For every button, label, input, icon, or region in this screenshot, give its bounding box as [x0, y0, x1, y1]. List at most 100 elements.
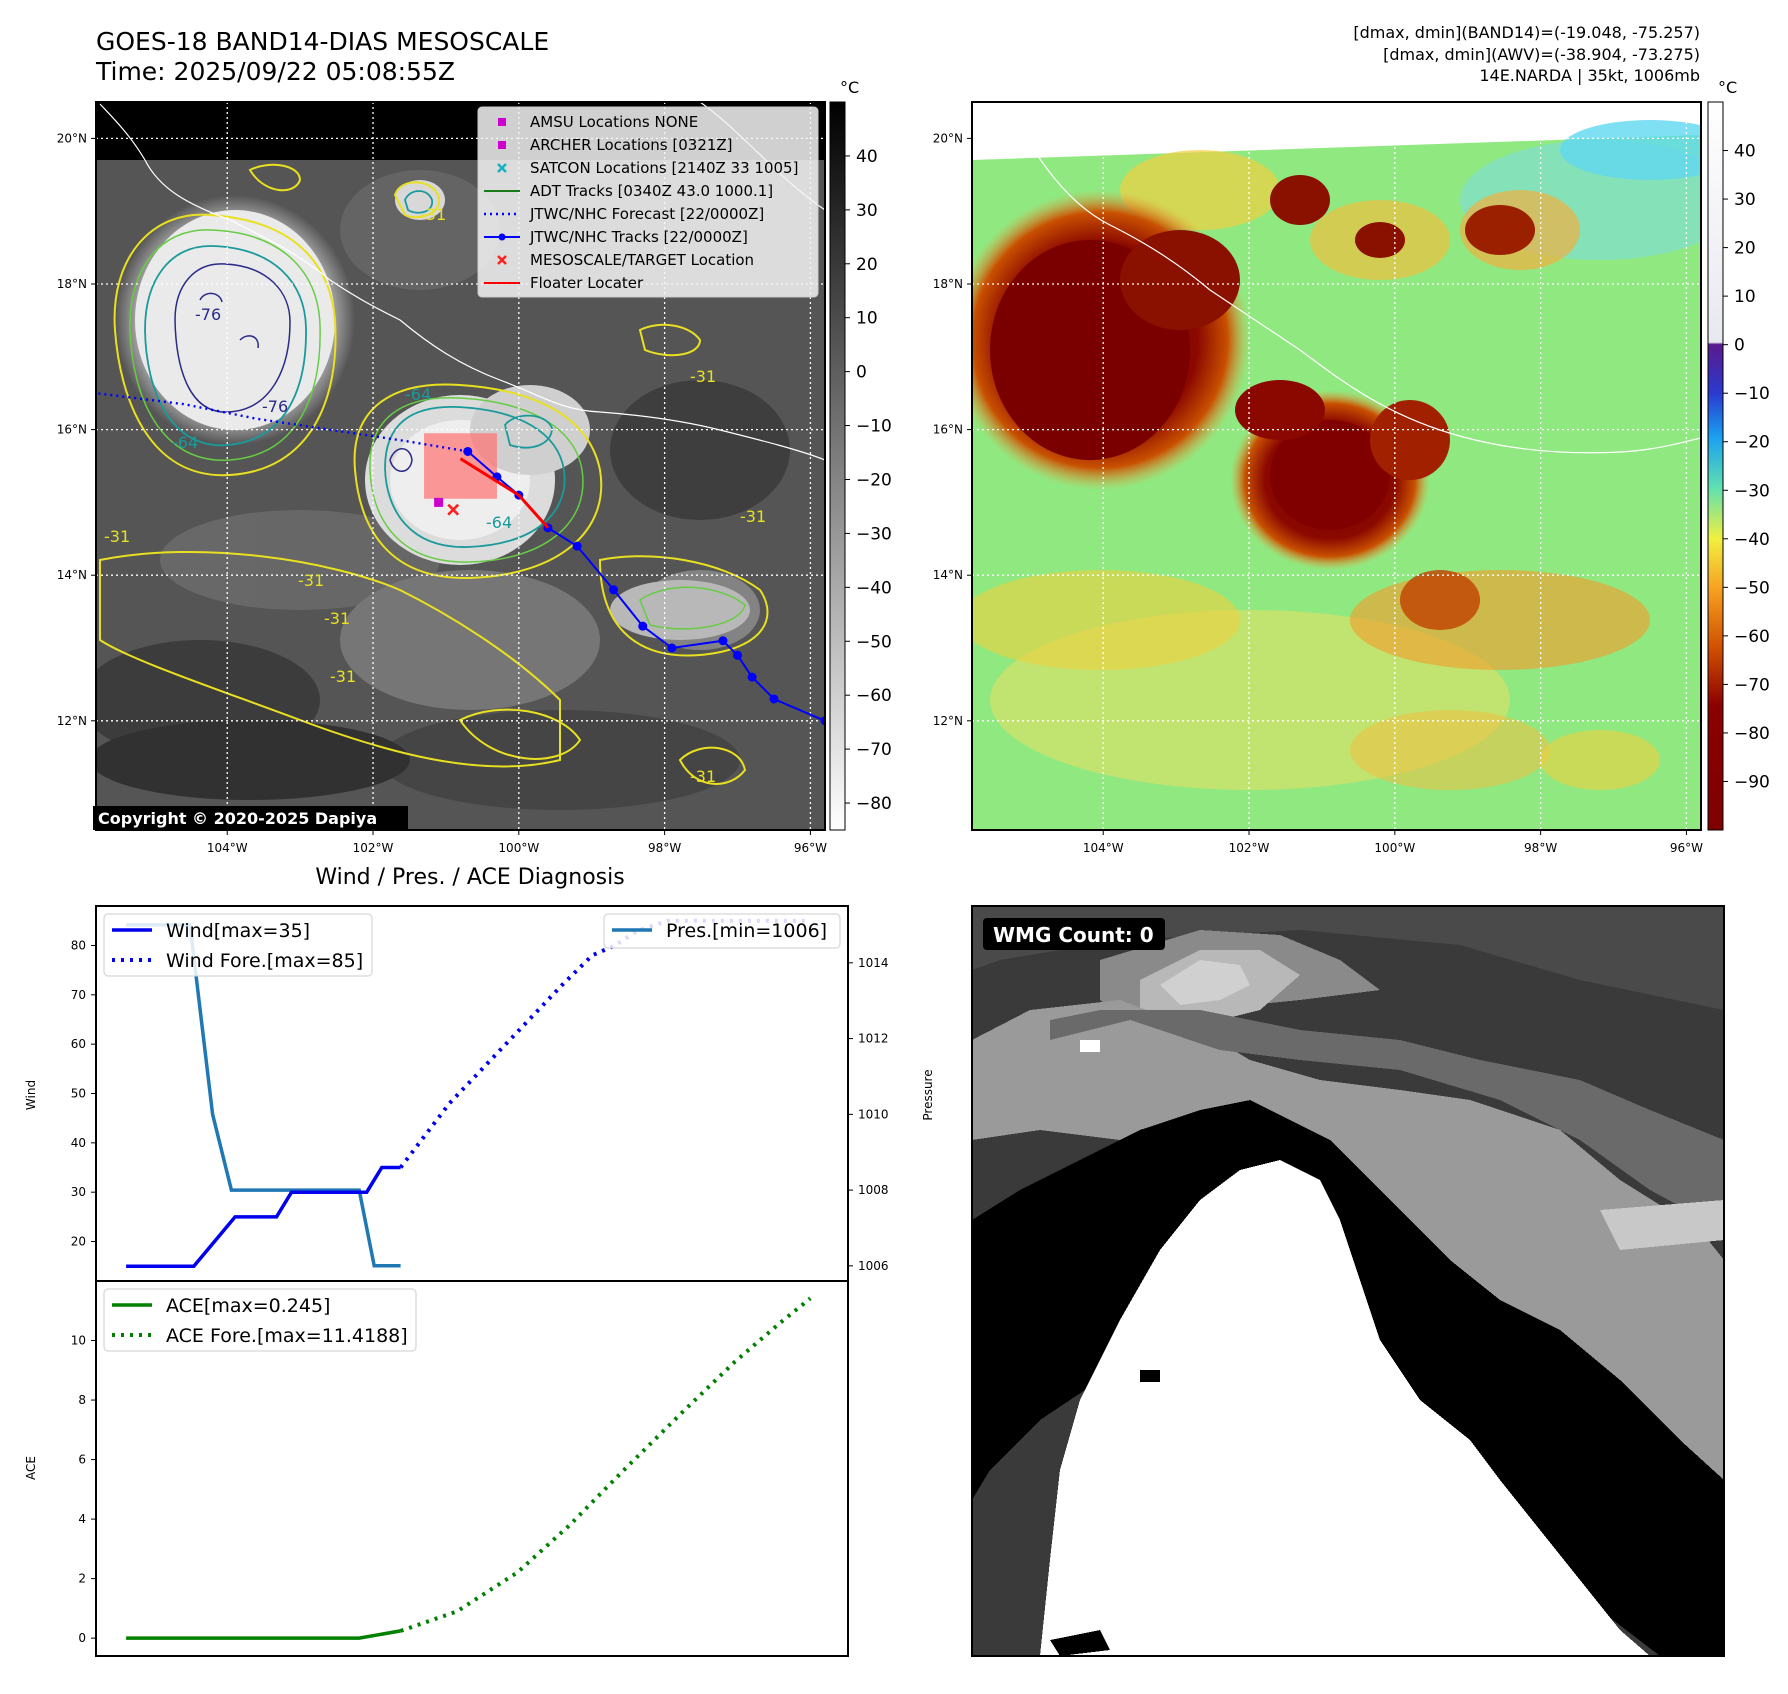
colorbar-tick-label: −10 — [1734, 384, 1770, 404]
colorbar-tick-label: 30 — [1734, 190, 1756, 210]
ir-contour-31 — [99, 163, 769, 785]
ir-colorbar-ticks: 40 30 20 10 0 −10 −20 −30 −40 −50 −60 −70 −80 — [845, 147, 892, 814]
colorbar-tick-label: −20 — [856, 470, 892, 490]
legend-marker — [497, 163, 507, 173]
awv-coastline — [1009, 103, 1701, 454]
wmg-panel: WMG Count: 0 — [971, 905, 1725, 1657]
awv-deep-convection — [972, 175, 1535, 630]
awv-colorbar-unit: °C — [1718, 78, 1737, 97]
colorbar-tick-label: 10 — [856, 309, 878, 329]
ace-forecast-line — [399, 1296, 812, 1633]
contour-label: -31 — [324, 609, 350, 628]
lon-tick-label: 104°W — [207, 841, 248, 855]
contour-label: -31 — [690, 767, 716, 786]
figure-title: GOES-18 BAND14-DIAS MESOSCALE — [96, 27, 549, 56]
colorbar-tick-label: −60 — [1734, 627, 1770, 647]
lat-tick-label: 14°N — [933, 568, 963, 582]
legend-label: Floater Locater — [530, 274, 644, 292]
wind-tick-label: 30 — [71, 1185, 86, 1199]
ir-contour-76 — [174, 263, 413, 472]
ace-axis-label: ACE — [24, 1456, 38, 1480]
lat-tick-label: 18°N — [933, 277, 963, 291]
pressure-axis-ticks: 1006 1008 1010 1012 1014 — [848, 956, 889, 1273]
legend-label: JTWC/NHC Tracks [22/0000Z] — [529, 228, 748, 246]
awv-map-panel: 20°N 18°N 16°N 14°N 12°N 104°W 102°W 100°W 98°W… — [933, 101, 1703, 855]
ir-lat-ticks: 20°N 18°N 16°N 14°N 12°N — [57, 131, 96, 728]
colorbar-tick-label: −70 — [856, 740, 892, 760]
diagnosis-title: Wind / Pres. / ACE Diagnosis — [315, 865, 624, 890]
colorbar-tick-label: 20 — [1734, 239, 1756, 259]
pressure-tick-label: 1008 — [858, 1183, 889, 1197]
ace-panel: 0 2 4 6 8 10 ACE ACE[max=0.245] ACE Fore.[max… — [24, 1280, 849, 1657]
legend-ace-fore: ACE Fore.[max=11.4188] — [166, 1325, 408, 1347]
ace-tick-label: 2 — [78, 1572, 86, 1586]
track-point — [820, 716, 825, 726]
contour-label: -31 — [298, 571, 324, 590]
pressure-axis-label: Pressure — [921, 1069, 935, 1120]
ir-colorbar: °C 40 30 20 10 0 −10 −20 −30 −40 −50 −60 −70 −80 — [829, 78, 892, 831]
awv-nodata-top — [972, 102, 1701, 160]
colorbar-tick-label: 20 — [856, 255, 878, 275]
colorbar-tick-label: −80 — [856, 794, 892, 814]
ace-series-line — [126, 1629, 401, 1640]
legend-ace: ACE[max=0.245] — [166, 1295, 330, 1317]
colorbar-tick-label: −10 — [856, 417, 892, 437]
colorbar-tick-label: 0 — [1734, 336, 1745, 356]
legend-label: MESOSCALE/TARGET Location — [530, 251, 754, 269]
legend-label: ARCHER Locations [0321Z] — [530, 136, 733, 154]
awv-lon-ticks: 104°W 102°W 100°W 98°W 96°W — [1083, 830, 1703, 855]
track-point — [733, 650, 743, 660]
copyright-badge: Copyright © 2020-2025 Dapiya — [93, 806, 408, 830]
awv-colorbar: °C 40 30 20 10 0 −10 −20 −30 −40 −50 −60 −70 −80 −90 — [1707, 78, 1770, 831]
legend-label: JTWC/NHC Forecast [22/0000Z] — [529, 205, 764, 223]
contour-label: -31 — [740, 507, 766, 526]
colorbar-tick-label: −30 — [1734, 481, 1770, 501]
contour-label: -31 — [104, 527, 130, 546]
track-point — [609, 585, 619, 595]
contour-label: -31 — [330, 667, 356, 686]
ir-colorbar-unit: °C — [840, 78, 859, 97]
ace-axis-ticks: 0 2 4 6 8 10 — [71, 1334, 96, 1645]
awv-gridlines — [972, 102, 1701, 830]
ir-map-panel: -31 -31 -31 -31 -31 -31 -31 -31 -64 -64 … — [57, 101, 827, 855]
contour-label: -64 — [172, 433, 198, 452]
lon-tick-label: 96°W — [794, 841, 827, 855]
colorbar-tick-label: −20 — [1734, 433, 1770, 453]
legend-items: AMSU Locations NONE ARCHER Locations [032… — [484, 113, 798, 292]
track-point — [667, 643, 677, 653]
awv-colorbar-ramp — [1707, 101, 1724, 831]
wind-tick-label: 50 — [71, 1087, 86, 1101]
lat-tick-label: 18°N — [57, 277, 87, 291]
lon-tick-label: 102°W — [353, 841, 394, 855]
lon-tick-label: 98°W — [648, 841, 681, 855]
pressure-tick-label: 1014 — [858, 956, 889, 970]
contour-label: -31 — [420, 205, 446, 224]
colorbar-tick-label: −30 — [856, 524, 892, 544]
wind-forecast-line — [399, 918, 811, 1169]
ace-tick-label: 0 — [78, 1631, 86, 1645]
legend-wind: Wind[max=35] — [166, 920, 310, 942]
legend-marker — [498, 141, 506, 149]
wmg-count-badge: WMG Count: 0 — [983, 918, 1165, 950]
map-legend: AMSU Locations NONE ARCHER Locations [032… — [477, 106, 819, 298]
colorbar-tick-label: −90 — [1734, 772, 1770, 792]
legend-box — [477, 106, 819, 298]
colorbar-tick-label: −50 — [856, 632, 892, 652]
contour-label: -64 — [486, 513, 512, 532]
pres-series-line — [126, 923, 401, 1268]
lat-tick-label: 12°N — [57, 714, 87, 728]
legend-wind-fore: Wind Fore.[max=85] — [166, 950, 363, 972]
lon-tick-label: 100°W — [1374, 841, 1415, 855]
legend-pres: Pres.[min=1006] — [666, 920, 827, 942]
ace-tick-label: 4 — [78, 1512, 86, 1526]
legend-label: SATCON Locations [2140Z 33 1005] — [530, 159, 798, 177]
awv-colorbar-ticks: 40 30 20 10 0 −10 −20 −30 −40 −50 −60 −70 −80 −90 — [1723, 142, 1770, 792]
track-point — [572, 541, 582, 551]
wmg-frame — [971, 905, 1725, 1657]
pres-legend: Pres.[min=1006] — [603, 913, 841, 949]
contour-label: -76 — [195, 305, 221, 324]
colorbar-tick-label: −80 — [1734, 724, 1770, 744]
ir-lon-ticks: 104°W 102°W 100°W 98°W 96°W — [207, 830, 827, 855]
colorbar-tick-label: 40 — [856, 147, 878, 167]
